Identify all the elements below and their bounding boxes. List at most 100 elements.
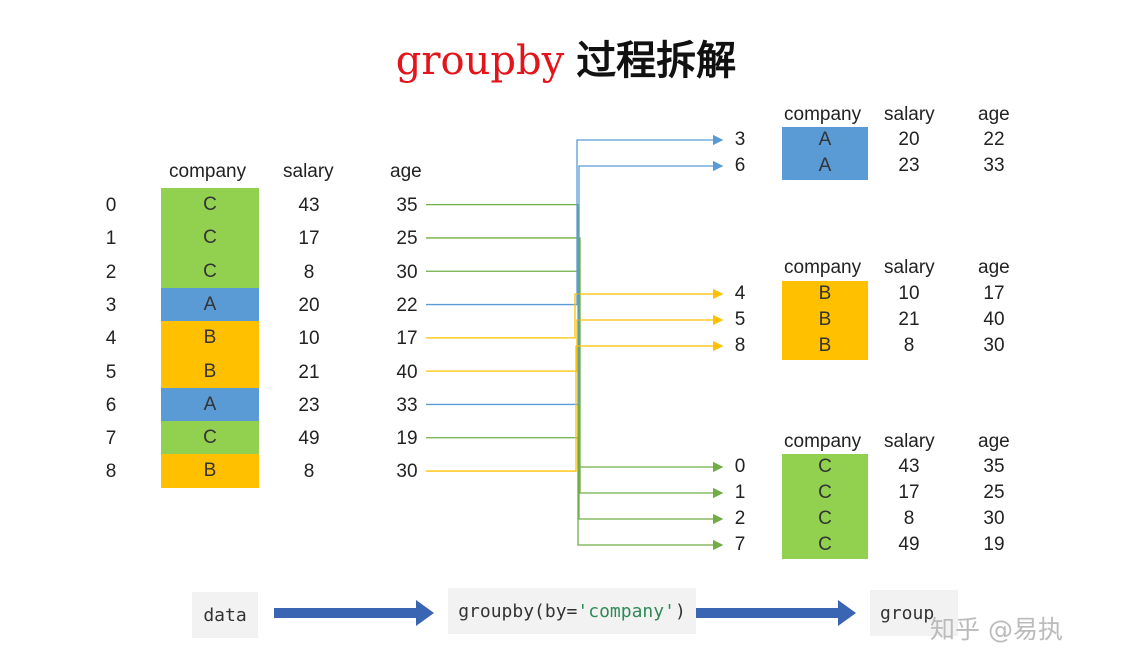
group-header-age: age xyxy=(978,257,1010,278)
row-index: 1 xyxy=(105,228,117,250)
row-index: 3 xyxy=(105,294,117,316)
group-company-cell: C xyxy=(782,506,868,533)
group-salary-cell: 17 xyxy=(898,482,920,503)
company-cell: B xyxy=(161,354,259,389)
group-age-cell: 35 xyxy=(983,456,1005,477)
group-company-cell: A xyxy=(782,127,868,154)
group-header-salary: salary xyxy=(884,431,935,452)
group-header-salary: salary xyxy=(884,257,935,278)
group-age-cell: 40 xyxy=(983,309,1005,330)
group-age-cell: 19 xyxy=(983,534,1005,555)
diagram-title: groupby 过程拆解 xyxy=(0,28,1132,86)
row-index: 0 xyxy=(105,195,117,216)
age-cell: 40 xyxy=(396,361,418,383)
group-company-cell: B xyxy=(782,333,868,360)
age-cell: 22 xyxy=(396,294,418,316)
group-age-cell: 25 xyxy=(983,482,1005,503)
connector-line-row-1 xyxy=(426,237,724,499)
source-header-company: company xyxy=(169,161,247,182)
groupby-suffix: ) xyxy=(674,600,686,622)
group-row-index: 5 xyxy=(734,309,746,330)
group-company-cell: A xyxy=(782,153,868,180)
group-age-cell: 17 xyxy=(983,283,1005,304)
group-header-company: company xyxy=(784,104,862,125)
group-age-cell: 33 xyxy=(983,155,1005,176)
row-index: 6 xyxy=(105,394,117,416)
group-salary-cell: 8 xyxy=(903,508,915,529)
row-index: 4 xyxy=(105,328,117,350)
group-row-index: 4 xyxy=(734,283,746,304)
row-index: 7 xyxy=(105,428,117,450)
group-row-index: 0 xyxy=(734,456,746,477)
salary-cell: 20 xyxy=(298,294,320,316)
age-cell: 19 xyxy=(396,428,418,450)
salary-cell: 43 xyxy=(298,195,320,216)
group-row-index: 7 xyxy=(734,534,746,555)
source-header-age: age xyxy=(390,161,422,182)
connector-line-row-3 xyxy=(426,134,724,306)
salary-cell: 23 xyxy=(298,394,320,416)
group-salary-cell: 49 xyxy=(898,534,920,555)
connector-line-row-4 xyxy=(426,288,724,339)
groupby-code-box: groupby(by='company') xyxy=(448,588,696,634)
salary-cell: 21 xyxy=(298,361,320,383)
group-header-age: age xyxy=(978,431,1010,452)
age-cell: 17 xyxy=(396,328,418,350)
source-header-salary: salary xyxy=(283,161,334,182)
salary-cell: 8 xyxy=(303,461,315,483)
data-label: data xyxy=(203,604,247,626)
group-company-cell: C xyxy=(782,454,868,481)
group-age-cell: 30 xyxy=(983,508,1005,529)
connector-line-row-2 xyxy=(426,270,724,525)
group-salary-cell: 8 xyxy=(903,335,915,356)
group-row-index: 3 xyxy=(734,129,746,150)
age-cell: 30 xyxy=(396,461,418,483)
company-cell: A xyxy=(161,387,259,422)
group-company-cell: C xyxy=(782,532,868,559)
connector-line-row-0 xyxy=(426,204,724,473)
company-cell: A xyxy=(161,287,259,322)
group-salary-cell: 23 xyxy=(898,155,920,176)
group-age-cell: 30 xyxy=(983,335,1005,356)
group-salary-cell: 20 xyxy=(898,129,920,150)
group-company-cell: C xyxy=(782,480,868,507)
row-index: 8 xyxy=(105,461,117,483)
age-cell: 35 xyxy=(396,195,418,216)
group-company-cell: B xyxy=(782,281,868,308)
row-index: 5 xyxy=(105,361,117,383)
company-cell: B xyxy=(161,454,259,489)
group-header-company: company xyxy=(784,257,862,278)
group-salary-cell: 21 xyxy=(898,309,920,330)
salary-cell: 49 xyxy=(298,428,320,450)
group-row-index: 6 xyxy=(734,155,746,176)
company-cell: C xyxy=(161,254,259,289)
data-label-box: data xyxy=(192,592,258,638)
group-header-company: company xyxy=(784,431,862,452)
connector-line-row-8 xyxy=(426,340,724,472)
flow-arrow-1 xyxy=(274,600,434,626)
group-row-index: 8 xyxy=(734,335,746,356)
connector-line-row-6 xyxy=(426,160,724,406)
company-cell: C xyxy=(161,221,259,256)
company-cell: C xyxy=(161,421,259,455)
watermark: 知乎 @易执 xyxy=(930,615,1063,644)
group-header-age: age xyxy=(978,104,1010,125)
result-label: group xyxy=(880,602,935,624)
age-cell: 33 xyxy=(396,394,418,416)
row-index: 2 xyxy=(105,261,117,283)
age-cell: 30 xyxy=(396,261,418,283)
title-rest: 过程拆解 xyxy=(576,38,737,84)
group-row-index: 2 xyxy=(734,508,746,529)
groupby-arg: 'company' xyxy=(577,600,675,622)
connector-line-row-7 xyxy=(426,437,724,551)
salary-cell: 10 xyxy=(298,328,320,350)
flow-arrow-2 xyxy=(696,600,856,626)
group-salary-cell: 10 xyxy=(898,283,920,304)
groupby-prefix: groupby(by= xyxy=(458,600,578,622)
salary-cell: 17 xyxy=(298,228,320,250)
company-cell: C xyxy=(161,188,259,222)
age-cell: 25 xyxy=(396,228,418,250)
group-salary-cell: 43 xyxy=(898,456,920,477)
group-age-cell: 22 xyxy=(983,129,1005,150)
